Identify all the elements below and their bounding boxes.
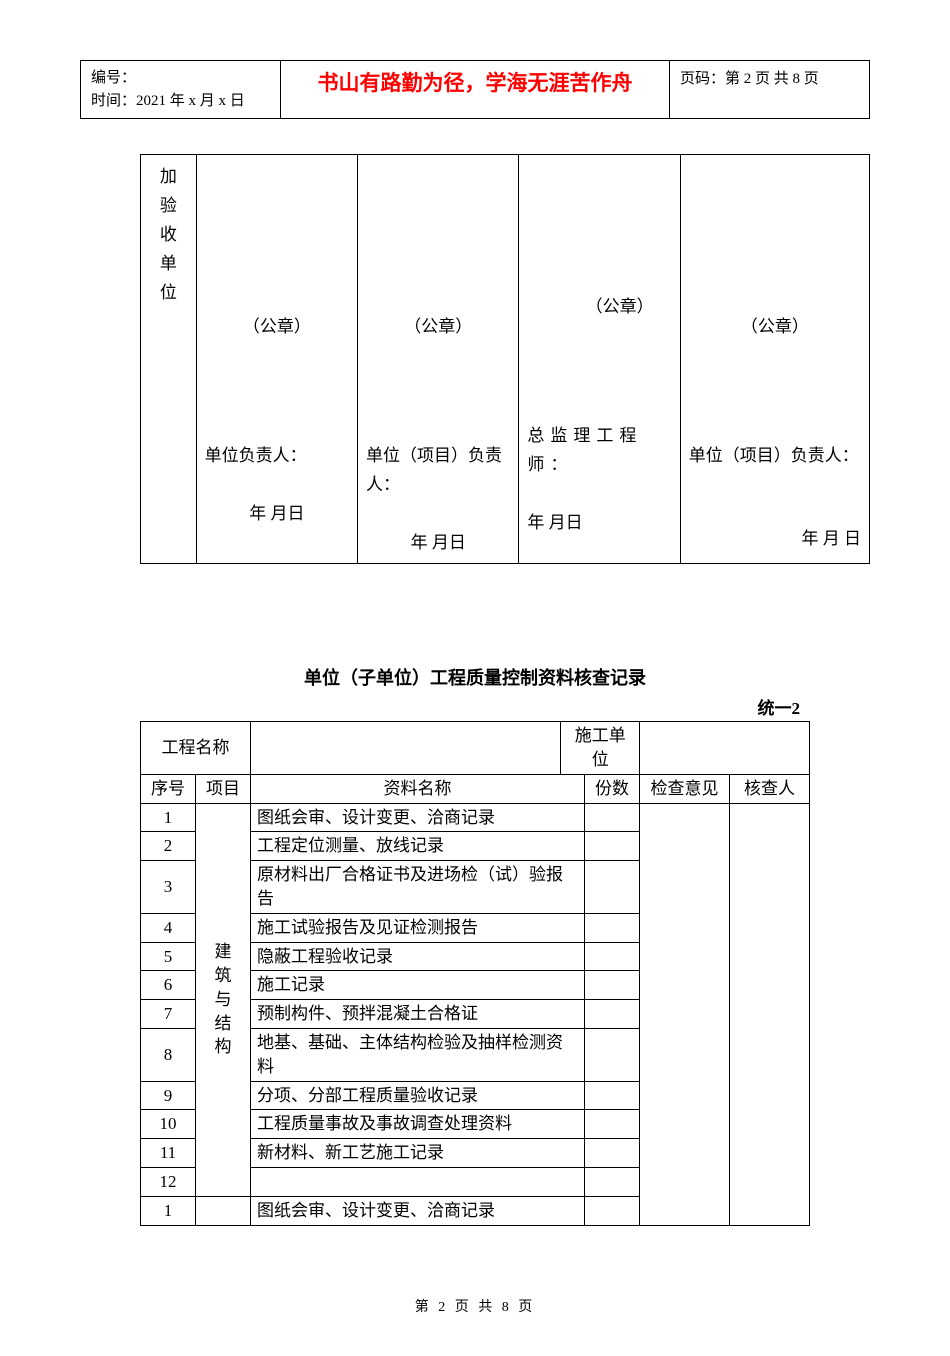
proj-name-value: [251, 722, 561, 775]
constr-unit-value: [640, 722, 810, 775]
footer: 第 2 页 共 8 页: [80, 1296, 870, 1316]
time-label: 时间：2021 年 x 月 x 日: [91, 90, 270, 113]
seal-table: 加验收单位 （公章） 单位负责人： 年 月日 （公章） 单位（项目）负责人： 年…: [140, 154, 870, 564]
header-table: 编号： 时间：2021 年 x 月 x 日 书山有路勤为径，学海无涯苦作舟 页码…: [80, 60, 870, 119]
seq-cell: 3: [141, 861, 196, 914]
count-cell: [585, 803, 640, 832]
name-cell: 图纸会审、设计变更、洽商记录: [251, 1196, 585, 1225]
head-row: 序号 项目 资料名称 份数 检查意见 核查人: [141, 774, 810, 803]
constr-unit-label: 施工单位: [561, 722, 640, 775]
name-cell: 施工试验报告及见证检测报告: [251, 913, 585, 942]
count-cell: [585, 913, 640, 942]
page-label: 页码：第 2 页 共 8 页: [670, 61, 870, 119]
responsible-label: 单位负责人：: [205, 342, 349, 471]
seq-cell: 9: [141, 1081, 196, 1110]
seal-cell-2: （公章） 单位（项目）负责人： 年 月日: [358, 155, 519, 564]
responsible-label: 单位（项目）负责人：: [366, 342, 510, 500]
seal-mark: （公章）: [366, 163, 510, 342]
name-cell: [251, 1167, 585, 1196]
seal-cell-4: （公章） 单位（项目）负责人： 年 月 日: [680, 155, 869, 564]
date-line: 年 月 日: [689, 471, 861, 552]
count-cell: [585, 832, 640, 861]
seq-cell: 10: [141, 1110, 196, 1139]
count-cell: [585, 1139, 640, 1168]
header-motto: 书山有路勤为径，学海无涯苦作舟: [281, 61, 670, 119]
name-cell: 图纸会审、设计变更、洽商记录: [251, 803, 585, 832]
category-cell: [196, 1196, 251, 1225]
date-line: 年 月日: [205, 471, 349, 527]
data-table: 工程名称 施工单位 序号 项目 资料名称 份数 检查意见 核查人 1建筑与结构图…: [140, 721, 810, 1225]
name-cell: 分项、分部工程质量验收记录: [251, 1081, 585, 1110]
date-line: 年 月日: [366, 500, 510, 556]
date-line: 年 月日: [527, 480, 671, 536]
seal-mark: （公章）: [205, 163, 349, 342]
seal-mark: （公章）: [689, 163, 861, 342]
name-cell: 新材料、新工艺施工记录: [251, 1139, 585, 1168]
opinion-cell: [640, 803, 730, 1225]
seq-cell: 12: [141, 1167, 196, 1196]
seq-cell: 6: [141, 971, 196, 1000]
count-cell: [585, 1110, 640, 1139]
count-cell: [585, 1167, 640, 1196]
name-cell: 施工记录: [251, 971, 585, 1000]
seq-cell: 4: [141, 913, 196, 942]
head-proj: 项目: [196, 774, 251, 803]
serial-label: 编号：: [91, 67, 270, 90]
seal-cell-1: （公章） 单位负责人： 年 月日: [196, 155, 357, 564]
seal-vertical-label: 加验收单位: [141, 155, 197, 564]
head-opinion: 检查意见: [640, 774, 730, 803]
count-cell: [585, 1081, 640, 1110]
seq-cell: 7: [141, 1000, 196, 1029]
name-cell: 预制构件、预拌混凝土合格证: [251, 1000, 585, 1029]
count-cell: [585, 942, 640, 971]
count-cell: [585, 1196, 640, 1225]
count-cell: [585, 971, 640, 1000]
seal-cell-3: （公章） 总监理工程师： 年 月日: [519, 155, 680, 564]
responsible-label: 总监理工程师：: [527, 322, 671, 480]
name-cell: 隐蔽工程验收记录: [251, 942, 585, 971]
responsible-label: 单位（项目）负责人：: [689, 342, 861, 471]
head-seq: 序号: [141, 774, 196, 803]
count-cell: [585, 1000, 640, 1029]
count-cell: [585, 861, 640, 914]
seq-cell: 11: [141, 1139, 196, 1168]
category-cell: 建筑与结构: [196, 803, 251, 1196]
seq-cell: 5: [141, 942, 196, 971]
head-name: 资料名称: [251, 774, 585, 803]
proj-name-label: 工程名称: [141, 722, 251, 775]
name-cell: 原材料出厂合格证书及进场检（试）验报告: [251, 861, 585, 914]
checker-cell: [730, 803, 810, 1225]
head-checker: 核查人: [730, 774, 810, 803]
count-cell: [585, 1028, 640, 1081]
head-count: 份数: [585, 774, 640, 803]
name-cell: 工程质量事故及事故调查处理资料: [251, 1110, 585, 1139]
seq-cell: 1: [141, 803, 196, 832]
seal-mark: （公章）: [527, 163, 671, 322]
section-title: 单位（子单位）工程质量控制资料核查记录: [80, 664, 870, 690]
section-sub: 统一2: [80, 694, 870, 719]
name-cell: 工程定位测量、放线记录: [251, 832, 585, 861]
name-cell: 地基、基础、主体结构检验及抽样检测资料: [251, 1028, 585, 1081]
seq-cell: 8: [141, 1028, 196, 1081]
seq-cell: 1: [141, 1196, 196, 1225]
top-row: 工程名称 施工单位: [141, 722, 810, 775]
seq-cell: 2: [141, 832, 196, 861]
header-left: 编号： 时间：2021 年 x 月 x 日: [81, 61, 281, 119]
table-row: 1建筑与结构图纸会审、设计变更、洽商记录: [141, 803, 810, 832]
